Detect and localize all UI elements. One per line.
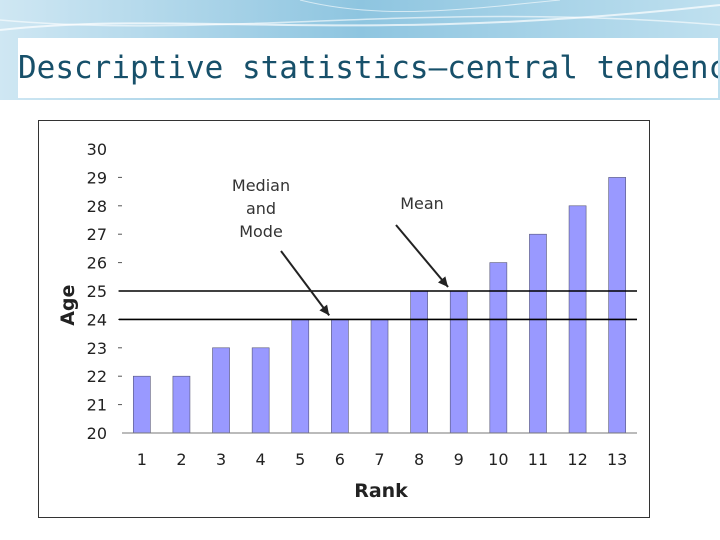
y-tick-label: 21 bbox=[87, 396, 107, 415]
y-tick-label: 27 bbox=[87, 225, 107, 244]
bar-4 bbox=[251, 347, 270, 434]
y-tick-label: 29 bbox=[87, 168, 107, 187]
x-tick-label: 2 bbox=[176, 450, 186, 469]
y-tick-label: 22 bbox=[87, 367, 107, 386]
bar-9 bbox=[449, 290, 468, 434]
x-tick-label: 8 bbox=[414, 450, 424, 469]
y-tick-label: 30 bbox=[87, 140, 107, 159]
x-tick-label: 6 bbox=[335, 450, 345, 469]
annotation-arrowhead bbox=[438, 276, 449, 287]
x-tick-label: 12 bbox=[567, 450, 587, 469]
x-tick-label: 11 bbox=[528, 450, 548, 469]
y-tick-label: 26 bbox=[87, 254, 107, 273]
x-tick-label: 4 bbox=[256, 450, 266, 469]
x-tick-label: 1 bbox=[137, 450, 147, 469]
bar-3 bbox=[212, 347, 230, 434]
x-tick-label: 5 bbox=[295, 450, 305, 469]
annotation-label: Median and Mode bbox=[232, 176, 290, 241]
x-tick-label: 13 bbox=[607, 450, 627, 469]
bar-1 bbox=[132, 375, 151, 434]
x-axis-title: Rank bbox=[354, 480, 408, 502]
slide-title: Descriptive statistics—central tendency bbox=[18, 38, 718, 98]
annotation-arrow bbox=[395, 224, 449, 288]
bar-8 bbox=[410, 290, 428, 434]
bar-7 bbox=[370, 319, 389, 434]
y-tick-label: 24 bbox=[87, 310, 107, 329]
annotation-arrowhead bbox=[319, 304, 330, 316]
chart-frame: 20 21 22 23 24 25 26 27 28 29 30 1 2 3 4 5 6 7 8 9 10 11 12 13 R… bbox=[38, 120, 650, 518]
x-tick-label: 10 bbox=[488, 450, 508, 469]
annotation-arrow bbox=[280, 250, 330, 316]
bar-6 bbox=[331, 319, 349, 434]
bar-13 bbox=[608, 177, 627, 434]
bar-5 bbox=[291, 319, 310, 434]
y-tick-label: 25 bbox=[87, 282, 107, 301]
x-tick-label: 3 bbox=[216, 450, 226, 469]
y-tick-label: 23 bbox=[87, 339, 107, 358]
x-tick-label: 9 bbox=[454, 450, 464, 469]
annotation-label: Mean bbox=[400, 194, 444, 213]
bar-2 bbox=[172, 375, 191, 434]
y-tick-label: 20 bbox=[87, 424, 107, 443]
x-tick-label: 7 bbox=[374, 450, 384, 469]
y-tick-label: 28 bbox=[87, 197, 107, 216]
bar-11 bbox=[529, 233, 547, 434]
y-axis-title: Age bbox=[57, 285, 79, 326]
bar-10 bbox=[489, 262, 508, 434]
